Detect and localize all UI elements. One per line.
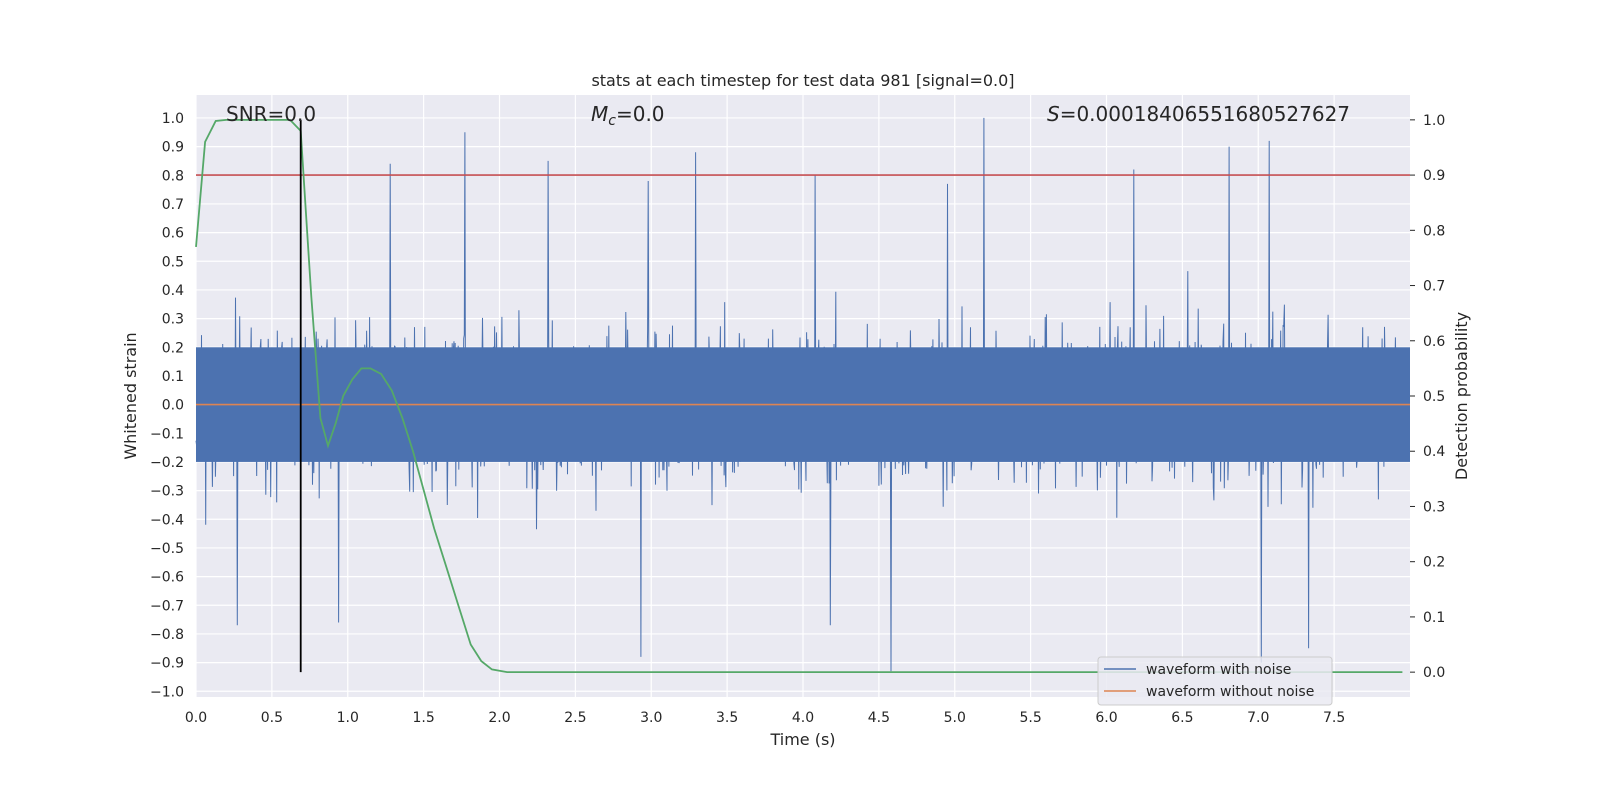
chart-title: stats at each timestep for test data 981… — [591, 71, 1014, 90]
x-tick-label: 6.0 — [1095, 710, 1117, 726]
mc-value: =0.0 — [616, 102, 665, 126]
x-tick-label: 7.0 — [1247, 710, 1269, 726]
y-tick-labels: −1.0 −0.9 −0.8 −0.7 −0.6 −0.5 −0.4 −0.3 −0.2 −0.1… — [150, 111, 184, 700]
y2-tick-label: 0.5 — [1423, 389, 1445, 405]
x-tick-labels: 0.0 0.5 1.0 1.5 2.0 2.5 3.0 3.5 4.0 4.5 5.0 5.5 6.0 6… — [185, 710, 1345, 726]
y-tick-label: −0.8 — [150, 627, 184, 643]
y2-tick-label: 0.9 — [1423, 168, 1445, 184]
x-tick-label: 3.0 — [640, 710, 662, 726]
y2-tick-label: 0.0 — [1423, 665, 1445, 681]
x-tick-label: 1.5 — [412, 710, 434, 726]
x-tick-label: 5.0 — [944, 710, 966, 726]
y-tick-label: 0.7 — [162, 197, 184, 213]
y-tick-label: −0.7 — [150, 598, 184, 614]
mc-symbol: M — [591, 102, 608, 126]
legend-label-clean: waveform without noise — [1146, 684, 1314, 700]
snr-annotation: SNR=0.0 — [226, 102, 316, 126]
s-value: =0.00018406551680527627 — [1060, 102, 1350, 126]
x-tick-label: 7.5 — [1323, 710, 1345, 726]
y-tick-label: 0.3 — [162, 312, 184, 328]
legend: waveform with noise waveform without noi… — [1097, 656, 1333, 706]
x-tick-label: 2.5 — [564, 710, 586, 726]
y-tick-label: 0.4 — [162, 283, 184, 299]
y-axis-title: Whitened strain — [121, 332, 140, 459]
x-tick-label: 4.5 — [868, 710, 890, 726]
y2-tick-label: 0.6 — [1423, 334, 1445, 350]
y-tick-label: −0.2 — [150, 455, 184, 471]
mc-annotation: Mc=0.0 — [591, 102, 665, 129]
y2-tick-label: 0.1 — [1423, 610, 1445, 626]
y2-tick-label: 0.7 — [1423, 279, 1445, 295]
x-tick-label: 0.5 — [261, 710, 283, 726]
x-tick-label: 1.0 — [337, 710, 359, 726]
y2-tick-labels: 0.0 0.1 0.2 0.3 0.4 0.5 0.6 0.7 0.8 0.9 1.0 — [1410, 113, 1445, 681]
y-tick-label: 0.5 — [162, 254, 184, 270]
x-tick-label: 2.0 — [488, 710, 510, 726]
y-tick-label: 0.0 — [162, 398, 184, 414]
legend-label-noise: waveform with noise — [1146, 662, 1291, 678]
s-annotation: S=0.00018406551680527627 — [1047, 102, 1350, 126]
x-tick-label: 5.5 — [1019, 710, 1041, 726]
detection-probability-line — [195, 119, 1403, 673]
legend-box — [1097, 656, 1333, 706]
x-tick-label: 4.0 — [792, 710, 814, 726]
y-tick-label: 0.1 — [162, 369, 184, 385]
y-tick-label: 0.2 — [162, 340, 184, 356]
mc-subscript: c — [608, 113, 616, 129]
s-symbol: S — [1047, 102, 1060, 126]
x-tick-label: 3.5 — [716, 710, 738, 726]
y-tick-label: 0.8 — [162, 168, 184, 184]
y2-axis-title: Detection probability — [1452, 312, 1471, 480]
y2-tick-label: 0.4 — [1423, 444, 1445, 460]
y-tick-label: −0.5 — [150, 541, 184, 557]
y-tick-label: 1.0 — [162, 111, 184, 127]
x-tick-label: 0.0 — [185, 710, 207, 726]
line-series — [195, 119, 1410, 673]
x-tick-label: 6.5 — [1171, 710, 1193, 726]
y2-tick-label: 0.3 — [1423, 499, 1445, 515]
y-tick-label: 0.6 — [162, 226, 184, 242]
y-tick-label: −0.3 — [150, 484, 184, 500]
y-tick-label: −0.1 — [150, 426, 184, 442]
x-axis-title: Time (s) — [769, 730, 835, 749]
y2-tick-label: 0.8 — [1423, 223, 1445, 239]
y-tick-label: −0.9 — [150, 656, 184, 672]
y-tick-label: −1.0 — [150, 684, 184, 700]
y-tick-label: 0.9 — [162, 140, 184, 156]
y-tick-label: −0.4 — [150, 512, 184, 528]
y2-tick-label: 1.0 — [1423, 113, 1445, 129]
y-tick-label: −0.6 — [150, 570, 184, 586]
y2-tick-label: 0.2 — [1423, 555, 1445, 571]
